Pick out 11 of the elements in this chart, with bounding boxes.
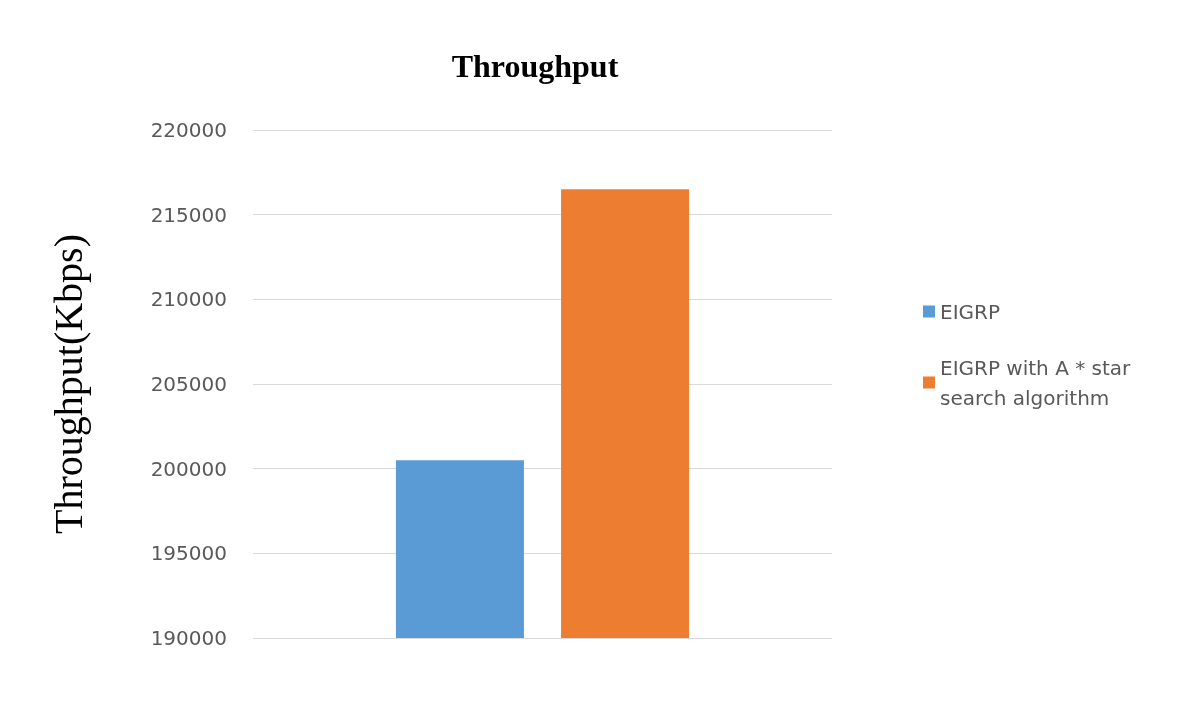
y-tick-label: 205000 — [150, 372, 227, 396]
legend-label: EIGRP — [940, 299, 1000, 324]
y-axis-title: Throughput(Kbps) — [45, 234, 91, 534]
legend-label: EIGRP with A * star search algorithm — [940, 355, 1137, 410]
chart-title: Throughput — [451, 48, 619, 84]
y-tick-label: 210000 — [150, 287, 227, 312]
y-tick-label: 215000 — [150, 202, 227, 227]
y-tick-label: 195000 — [150, 541, 227, 566]
y-tick-label: 190000 — [150, 626, 227, 650]
y-tick-label: 200000 — [150, 456, 227, 481]
y-tick-label: 220000 — [150, 118, 227, 142]
